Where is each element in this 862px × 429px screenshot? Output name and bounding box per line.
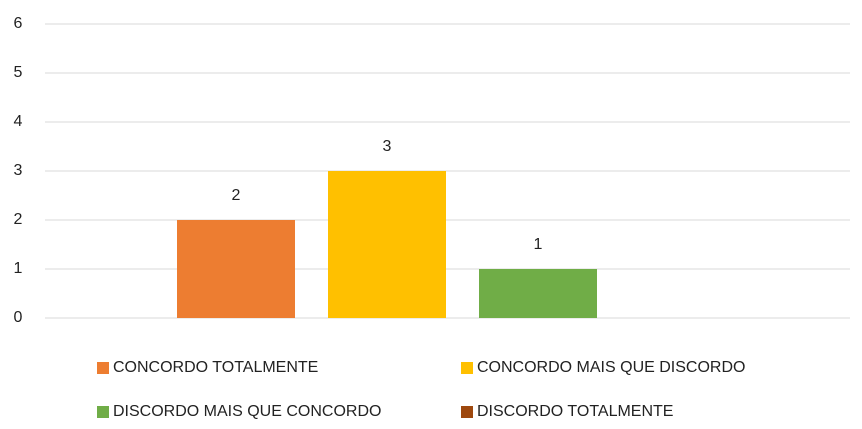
y-tick-label: 5 — [14, 64, 23, 81]
data-label: 3 — [383, 138, 392, 155]
y-tick-label: 4 — [14, 113, 23, 130]
legend-swatch — [97, 362, 109, 374]
bar — [177, 220, 295, 318]
legend-label: DISCORDO MAIS QUE CONCORDO — [113, 403, 381, 420]
legend-label: DISCORDO TOTALMENTE — [477, 403, 673, 420]
legend-label: CONCORDO TOTALMENTE — [113, 359, 318, 376]
bar — [479, 269, 597, 318]
y-tick-label: 1 — [14, 260, 23, 277]
data-label: 1 — [534, 236, 543, 253]
y-tick-label: 6 — [14, 15, 23, 32]
data-label: 2 — [232, 187, 241, 204]
legend-swatch — [461, 362, 473, 374]
legend-swatch — [97, 406, 109, 418]
legend-label: CONCORDO MAIS QUE DISCORDO — [477, 359, 745, 376]
legend-swatch — [461, 406, 473, 418]
y-tick-label: 2 — [14, 211, 23, 228]
y-tick-label: 3 — [14, 162, 23, 179]
y-tick-label: 0 — [14, 309, 23, 326]
bar — [328, 171, 446, 318]
